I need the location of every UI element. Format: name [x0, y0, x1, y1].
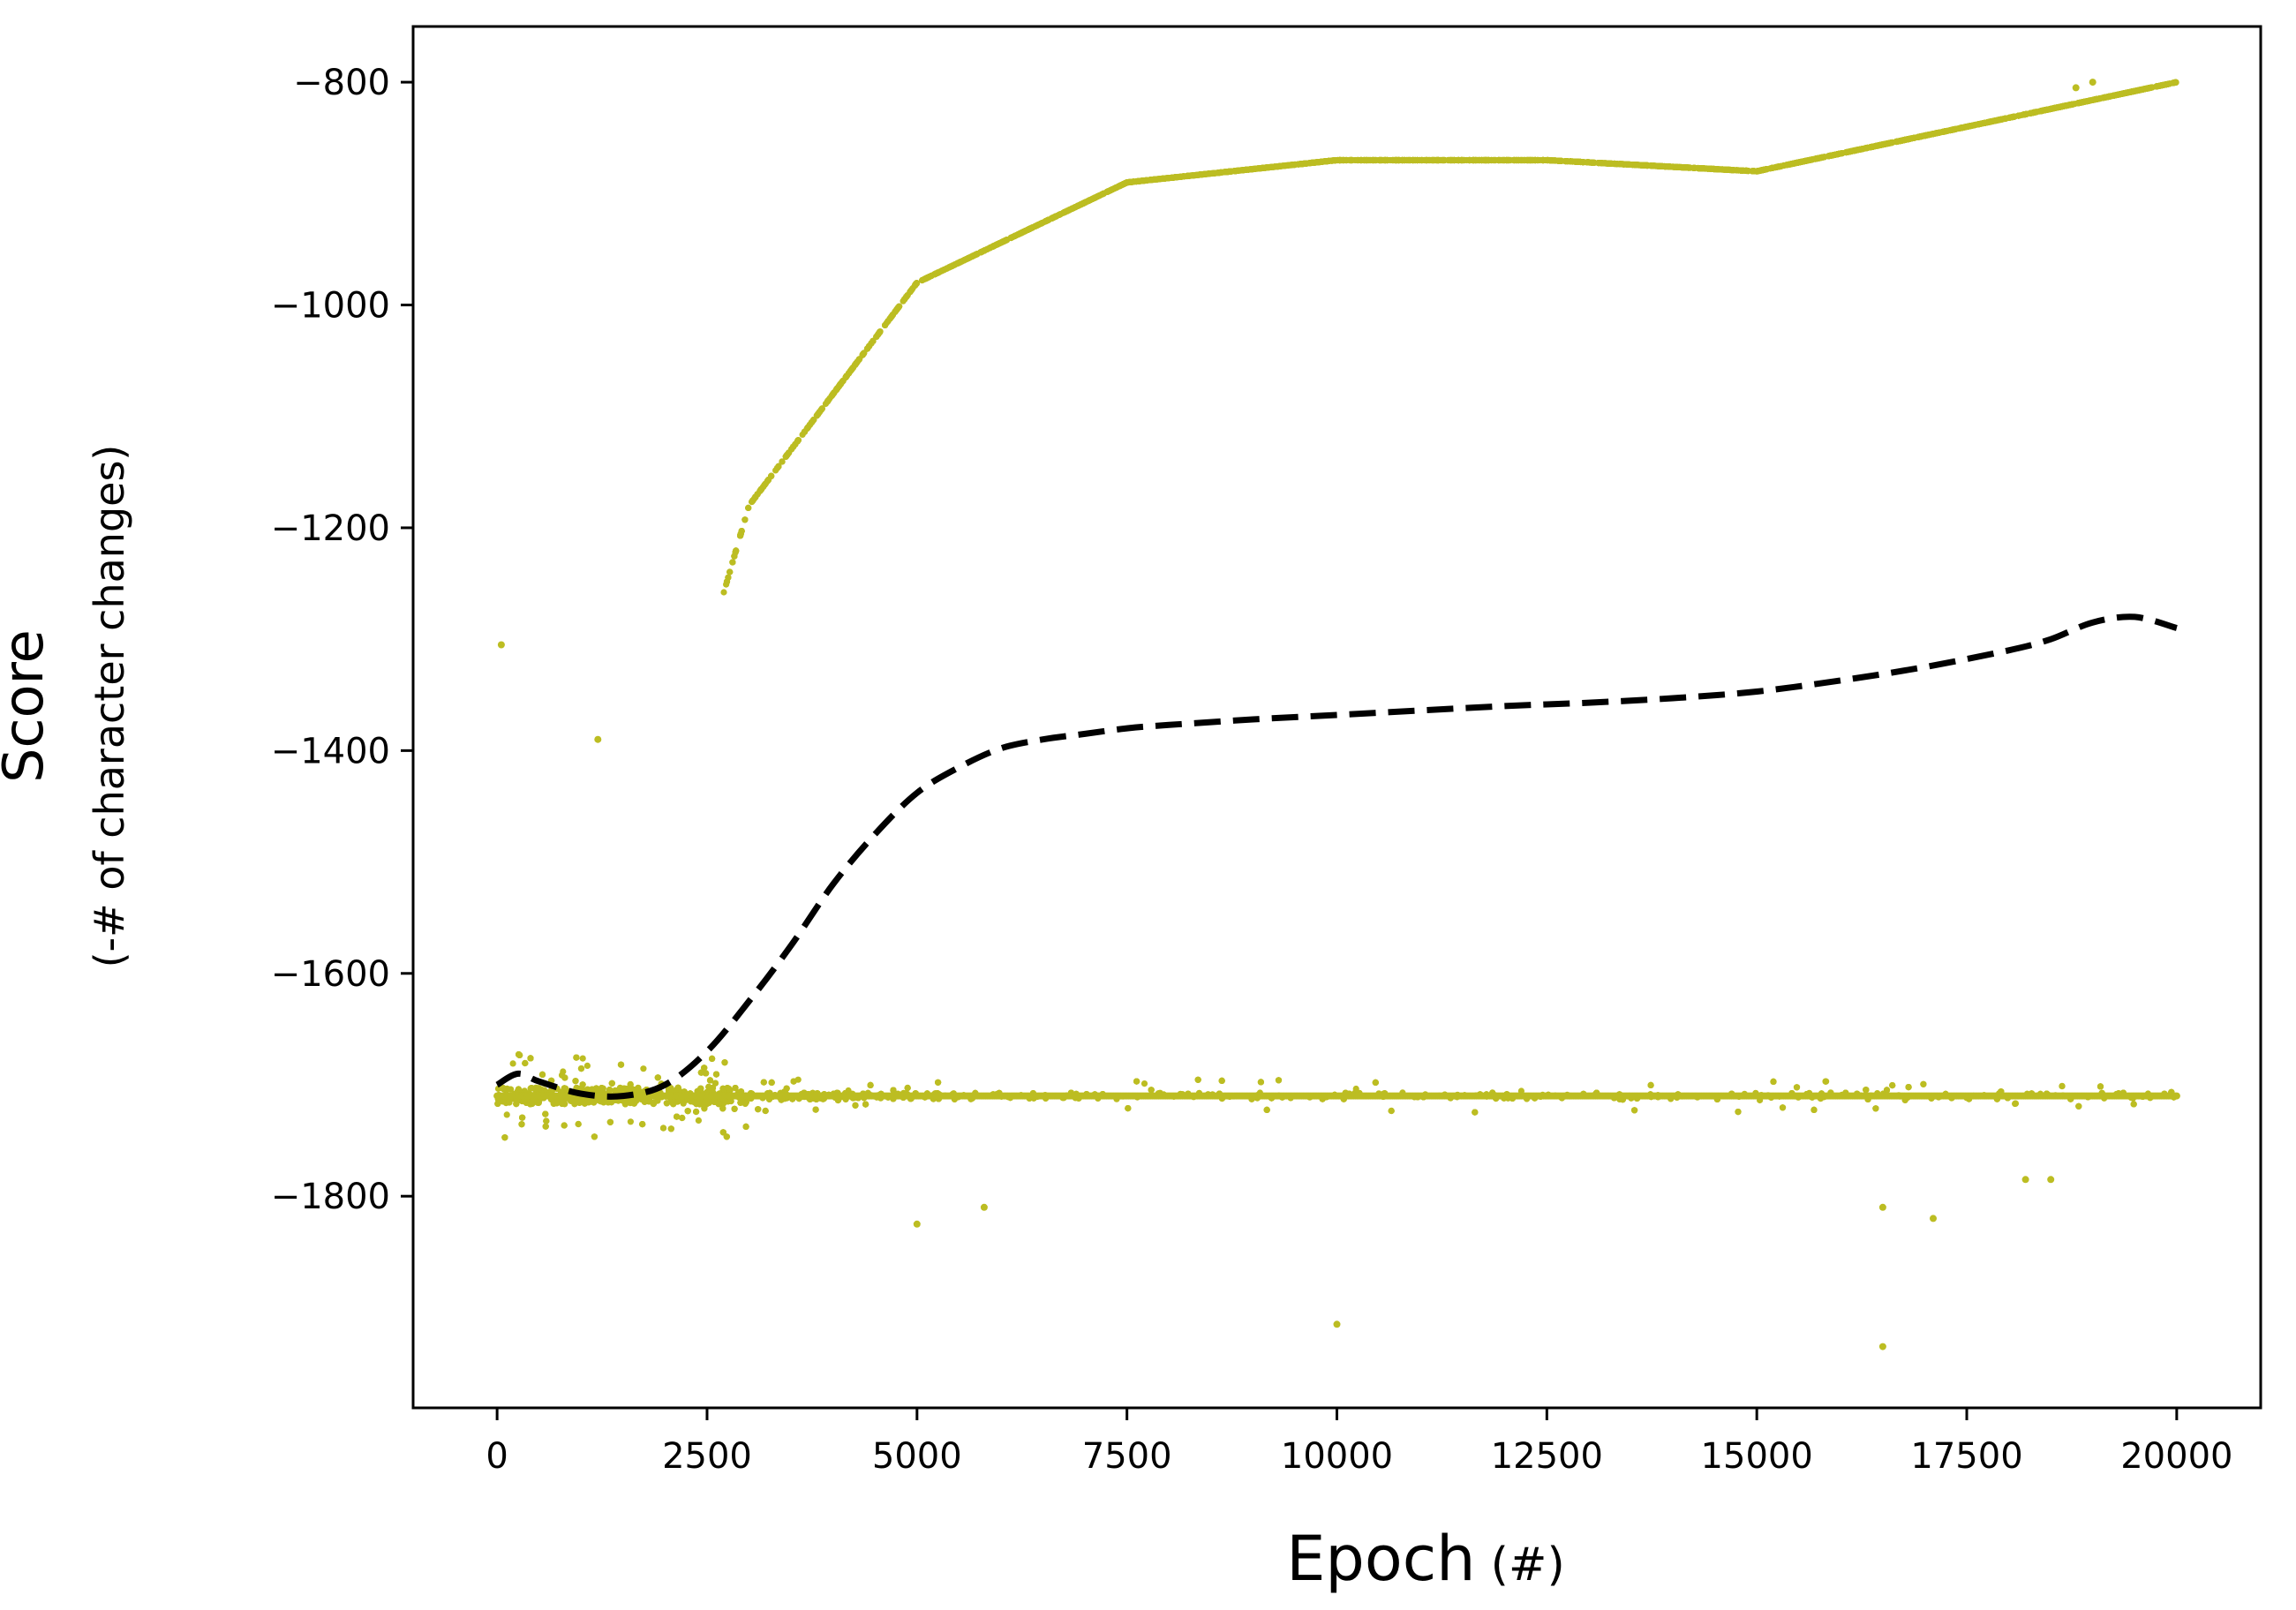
scatter-point: [720, 589, 727, 596]
scatter-point: [627, 1118, 635, 1125]
scatter-point: [503, 1111, 510, 1118]
scatter-point: [1140, 1080, 1148, 1087]
scatter-point: [695, 1117, 703, 1124]
scatter-point: [509, 1060, 516, 1067]
scatter-points: [493, 79, 2180, 1350]
scatter-point: [640, 1065, 647, 1072]
scatter-point: [579, 1055, 586, 1062]
scatter-point: [583, 1062, 591, 1069]
